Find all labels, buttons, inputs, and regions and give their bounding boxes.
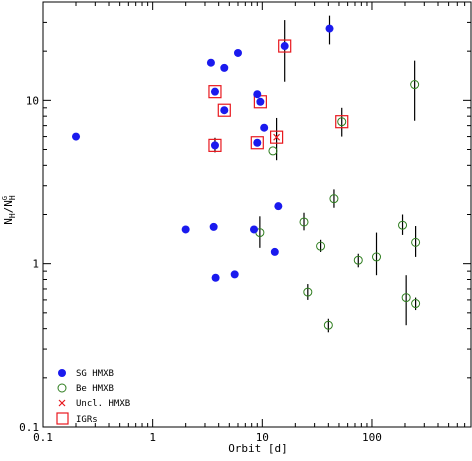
igr-point: [208, 85, 222, 99]
be-hmxb-point: [268, 146, 278, 156]
sg-hmxb-point: [233, 48, 242, 57]
igr-point: [278, 39, 292, 53]
sg-hmxb-point: [230, 270, 239, 279]
be-hmxb-point: [337, 117, 347, 127]
y-tick-label: 10: [26, 94, 39, 107]
legend-igr-marker: [56, 412, 69, 425]
y-label-h-sub: H: [8, 213, 17, 218]
y-tick-label: 1: [32, 258, 39, 271]
sg-hmxb-point: [325, 24, 334, 33]
be-hmxb-point: [411, 299, 421, 309]
axis-ticks: 0.1 1 10 100 0.1 1 10: [19, 1, 472, 444]
sg-hmxb-point: [250, 225, 259, 234]
igr-point: [217, 103, 231, 117]
igr-point: [335, 115, 349, 129]
legend-uncl-label: Uncl. HMXB: [76, 399, 130, 409]
sg-hmxb-point: [270, 247, 279, 256]
sg-hmxb-point: [72, 132, 81, 141]
sg-hmxb-point: [253, 90, 262, 99]
sg-hmxb-point: [220, 106, 229, 115]
x-tick-label: 0.1: [33, 431, 53, 444]
be-hmxb-point: [398, 220, 408, 230]
y-label-n: N: [2, 218, 15, 225]
igr-point: [250, 136, 264, 150]
sg-hmxb-point: [211, 273, 220, 282]
sg-hmxb-point: [209, 222, 218, 231]
be-hmxb-point: [303, 287, 313, 297]
x-axis-label: Orbit [d]: [228, 442, 288, 455]
legend-be-label: Be HMXB: [76, 384, 114, 394]
be-hmxb-point: [401, 293, 411, 303]
igr-point: [208, 138, 222, 152]
y-label-n2: N: [2, 200, 15, 207]
sg-hmxb-point: [260, 123, 269, 132]
plot-frame: [42, 1, 472, 428]
sg-hmxb-point: [210, 87, 219, 96]
igr-point: [270, 130, 284, 144]
sg-hmxb-point: [206, 58, 215, 67]
uncl-hmxb-point: [273, 133, 281, 141]
x-tick-label: 10: [256, 431, 269, 444]
sg-hmxb-point: [181, 225, 190, 234]
be-hmxb-point: [372, 252, 382, 262]
sg-hmxb-point: [210, 141, 219, 150]
be-hmxb-point: [329, 194, 339, 204]
y-label-h-sub2: H: [8, 195, 17, 200]
sg-hmxb-point: [253, 138, 262, 147]
sg-hmxb-point: [220, 63, 229, 72]
y-tick-label: 0.1: [19, 421, 39, 434]
be-hmxb-point: [353, 255, 363, 265]
x-tick-label: 1: [149, 431, 156, 444]
svg-text:NH/NHG: NH/NHG: [1, 195, 17, 225]
sg-hmxb-point: [280, 42, 289, 51]
legend-igr-label: IGRs: [76, 415, 98, 425]
sg-hmxb-point: [256, 97, 265, 106]
be-hmxb-point: [299, 217, 309, 227]
legend-be-marker: [57, 383, 67, 393]
be-hmxb-point: [411, 237, 421, 247]
be-hmxb-point: [410, 80, 420, 90]
y-axis-label: NH/NHG: [1, 195, 17, 225]
legend-sg-label: SG HMXB: [76, 369, 114, 379]
be-hmxb-point: [323, 320, 333, 330]
data-marks: [72, 24, 421, 330]
be-hmxb-point: [316, 241, 326, 251]
error-bars: [214, 15, 417, 333]
sg-hmxb-point: [274, 202, 283, 211]
legend-uncl-marker: [58, 399, 66, 407]
y-label-slash: /: [2, 207, 15, 214]
y-label-g-sup: G: [1, 196, 9, 200]
x-tick-label: 100: [362, 431, 382, 444]
legend-sg-marker: [58, 369, 66, 377]
legend: SG HMXB Be HMXB Uncl. HMXB IGRs: [56, 369, 130, 425]
